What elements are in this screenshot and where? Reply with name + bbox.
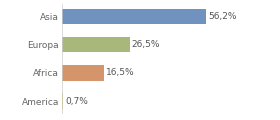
- Text: 26,5%: 26,5%: [132, 40, 160, 49]
- Bar: [62, 65, 104, 81]
- Bar: [62, 93, 63, 109]
- Text: 16,5%: 16,5%: [106, 68, 135, 77]
- Text: 0,7%: 0,7%: [66, 97, 88, 106]
- Bar: [62, 9, 206, 24]
- Bar: [62, 37, 130, 52]
- Text: 56,2%: 56,2%: [208, 12, 236, 21]
